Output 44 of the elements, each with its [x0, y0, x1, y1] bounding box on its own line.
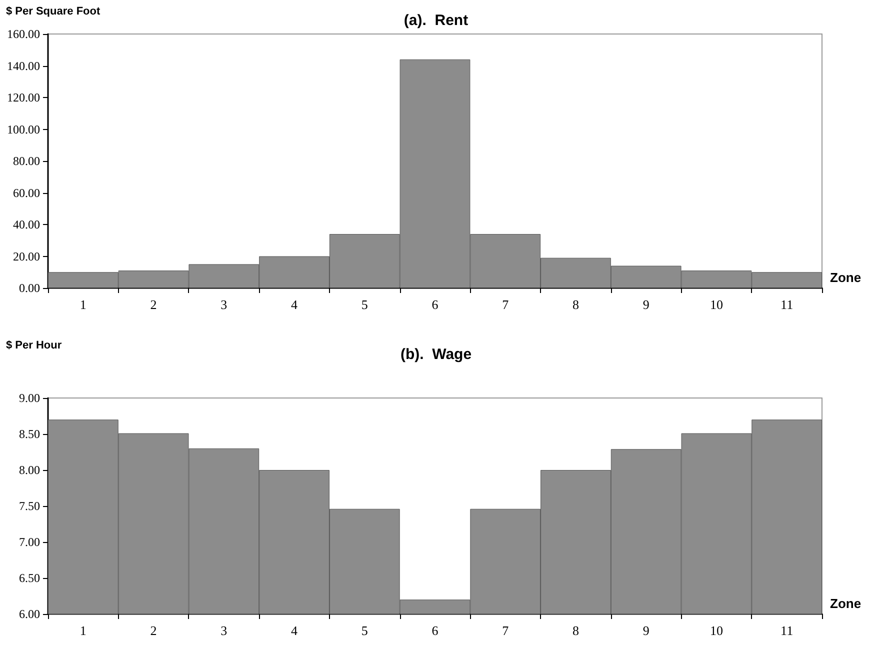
- y-tick-label: 140.00: [7, 58, 40, 73]
- x-tick-label: 8: [572, 297, 579, 312]
- x-tick-label: 9: [642, 623, 650, 638]
- x-tick-label: 5: [361, 297, 368, 312]
- y-tick-label: 8.50: [19, 427, 40, 441]
- x-axis-title: Zone: [830, 596, 862, 611]
- y-axis-title: $ Per Square Foot: [6, 6, 100, 18]
- x-axis-title: Zone: [830, 270, 862, 285]
- y-tick-label: 7.50: [19, 499, 40, 513]
- x-tick-label: 5: [361, 623, 368, 638]
- x-tick-label: 7: [502, 623, 510, 638]
- x-tick-label: 6: [432, 623, 439, 638]
- x-tick-label: 11: [780, 623, 794, 638]
- y-tick-label: 60.00: [13, 186, 40, 200]
- x-tick-label: 2: [150, 297, 157, 312]
- x-tick-label: 10: [710, 623, 723, 638]
- x-tick-label: 3: [220, 623, 228, 638]
- x-tick-label: 11: [780, 297, 794, 312]
- x-tick-label: 3: [220, 297, 228, 312]
- x-tick-label: 4: [291, 623, 298, 638]
- y-tick-label: 6.00: [19, 607, 40, 621]
- x-tick-label: 1: [80, 623, 86, 638]
- y-tick-label: 20.00: [13, 249, 40, 264]
- y-tick-label: 40.00: [13, 218, 40, 232]
- y-tick-label: 120.00: [7, 90, 40, 104]
- x-tick-label: 4: [291, 297, 298, 312]
- y-tick-label: 7.00: [19, 535, 40, 549]
- chart-title: (a). Rent: [404, 12, 468, 29]
- y-tick-label: 160.00: [7, 27, 40, 41]
- y-tick-label: 9.00: [19, 391, 40, 405]
- chart-title: (b). Wage: [400, 346, 472, 363]
- y-tick-label: 8.00: [19, 463, 40, 477]
- x-tick-label: 7: [502, 297, 510, 312]
- x-tick-label: 9: [642, 297, 650, 312]
- x-tick-label: 6: [432, 297, 439, 312]
- y-tick-label: 6.50: [19, 571, 40, 585]
- y-tick-label: 0.00: [19, 281, 40, 295]
- x-tick-label: 8: [572, 623, 579, 638]
- x-tick-label: 1: [80, 297, 86, 312]
- y-axis-title: $ Per Hour: [6, 340, 62, 352]
- x-tick-label: 10: [710, 297, 723, 312]
- y-tick-label: 100.00: [7, 122, 40, 136]
- y-tick-label: 80.00: [13, 154, 40, 168]
- x-tick-label: 2: [150, 623, 157, 638]
